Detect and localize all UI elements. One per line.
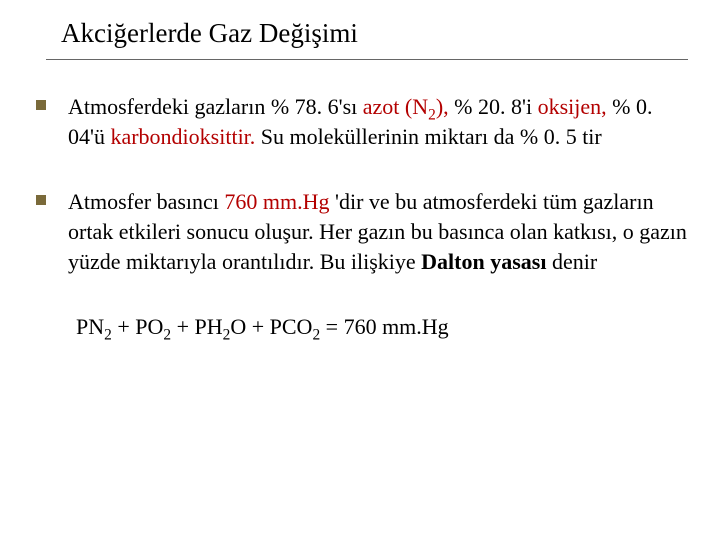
text-run: PH <box>195 314 223 339</box>
text-run: azot (N <box>363 94 428 119</box>
highlight-karbondioksit: karbondioksittir. <box>110 124 255 149</box>
subscript: 2 <box>104 327 112 344</box>
subscript: 2 <box>428 106 436 123</box>
slide: Akciğerlerde Gaz Değişimi Atmosferdeki g… <box>0 0 720 540</box>
title-underline: Akciğerlerde Gaz Değişimi <box>46 18 688 60</box>
plus-sign: + <box>112 314 135 339</box>
slide-title: Akciğerlerde Gaz Değişimi <box>46 18 688 49</box>
highlight-azot: azot (N2), <box>363 94 449 119</box>
highlight-oksijen: oksijen, <box>538 94 607 119</box>
term-pco2: PCO2 <box>270 314 321 339</box>
text-run: Su moleküllerinin miktarı da % 0. 5 tir <box>255 124 601 149</box>
term-po2: PO2 <box>135 314 171 339</box>
bullet-text: Atmosferdeki gazların % 78. 6'sı azot (N… <box>68 92 692 151</box>
equals-sign: = <box>320 314 343 339</box>
result-760mmhg: 760 mm.Hg <box>344 314 449 339</box>
bullet-text: Atmosfer basıncı 760 mm.Hg 'dir ve bu at… <box>68 187 692 276</box>
term-ph2o: PH2O <box>195 314 247 339</box>
bold-dalton: Dalton yasası <box>421 249 546 274</box>
highlight-760mmhg: 760 mm.Hg <box>224 189 329 214</box>
text-run: denir <box>546 249 597 274</box>
text-run: ), <box>436 94 449 119</box>
bullet-item: Atmosferdeki gazların % 78. 6'sı azot (N… <box>36 92 692 151</box>
text-run: Atmosferdeki gazların % 78. 6'sı <box>68 94 363 119</box>
plus-sign: + <box>246 314 269 339</box>
text-run: % 20. 8'i <box>449 94 538 119</box>
bullet-item: Atmosfer basıncı 760 mm.Hg 'dir ve bu at… <box>36 187 692 276</box>
text-run: O <box>230 314 246 339</box>
term-pn2: PN2 <box>76 314 112 339</box>
bullet-list: Atmosferdeki gazların % 78. 6'sı azot (N… <box>28 92 692 342</box>
text-run: PO <box>135 314 163 339</box>
formula: PN2 + PO2 + PH2O + PCO2 = 760 mm.Hg <box>36 312 692 342</box>
bullet-square-icon <box>36 100 46 110</box>
bullet-square-icon <box>36 195 46 205</box>
subscript: 2 <box>312 327 320 344</box>
text-run: PN <box>76 314 104 339</box>
text-run: PCO <box>270 314 313 339</box>
text-run: Atmosfer basıncı <box>68 189 224 214</box>
plus-sign: + <box>171 314 194 339</box>
subscript: 2 <box>163 327 171 344</box>
